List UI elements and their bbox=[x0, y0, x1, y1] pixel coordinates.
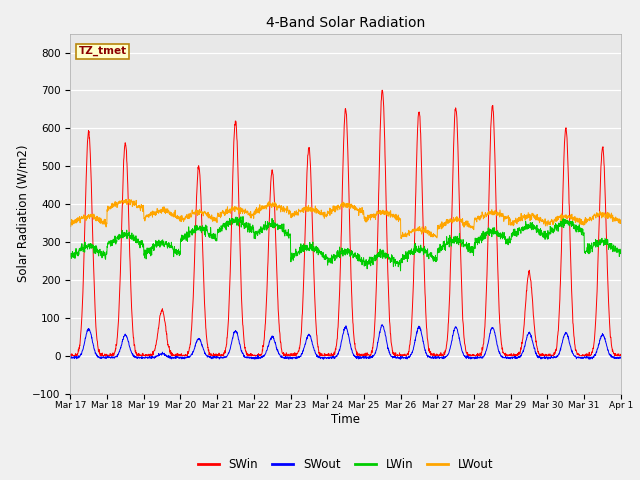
Text: TZ_tmet: TZ_tmet bbox=[79, 46, 127, 57]
Title: 4-Band Solar Radiation: 4-Band Solar Radiation bbox=[266, 16, 425, 30]
Y-axis label: Solar Radiation (W/m2): Solar Radiation (W/m2) bbox=[17, 145, 29, 282]
Legend: SWin, SWout, LWin, LWout: SWin, SWout, LWin, LWout bbox=[193, 454, 498, 476]
X-axis label: Time: Time bbox=[331, 413, 360, 426]
